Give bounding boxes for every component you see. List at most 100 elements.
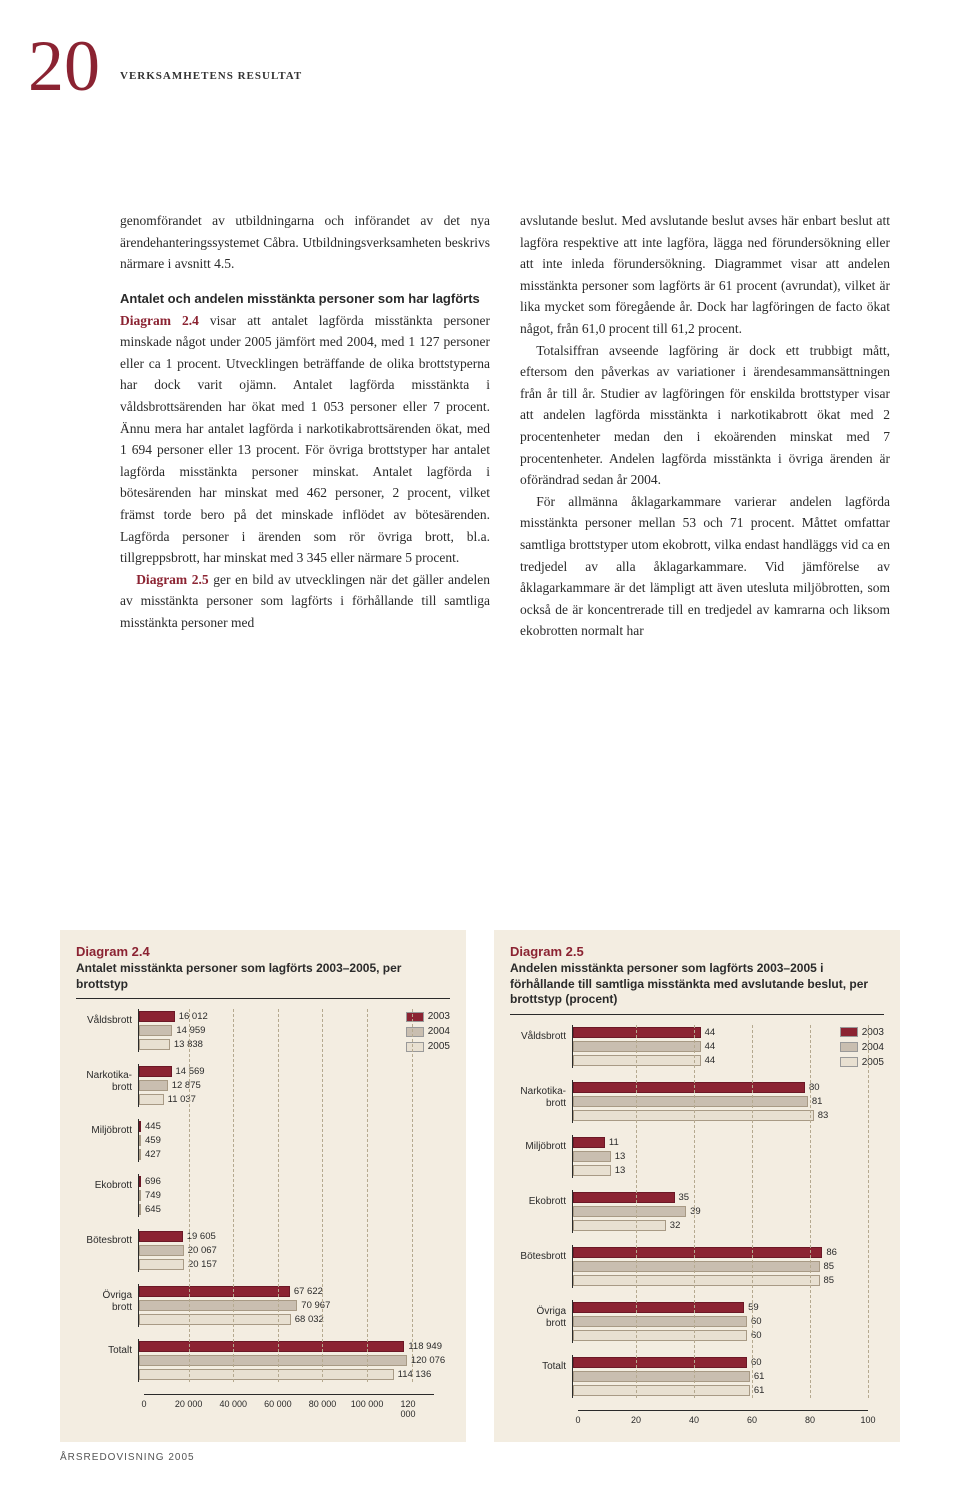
bar: [573, 1206, 686, 1217]
bar-row: 459: [139, 1134, 450, 1147]
bar-row: 44: [573, 1026, 884, 1039]
bars-container: Våldsbrott16 01214 95913 838Narkotika-br…: [76, 1009, 450, 1382]
bar-row: 14 959: [139, 1024, 450, 1037]
bar-value: 14 569: [176, 1066, 205, 1077]
category-block: Miljöbrott445459427: [76, 1119, 450, 1162]
bar-value: 11: [609, 1137, 619, 1148]
category-label: Bötesbrott: [76, 1229, 138, 1272]
bar: [139, 1011, 175, 1022]
bar-row: 80: [573, 1081, 884, 1094]
x-tick-label: 80: [805, 1415, 815, 1425]
bar: [139, 1231, 183, 1242]
bars-column: 111313: [572, 1135, 884, 1178]
bar-value: 86: [826, 1247, 837, 1258]
bar-value: 13: [615, 1165, 626, 1176]
category-block: Övrigabrott596060: [510, 1300, 884, 1343]
bar-value: 120 076: [411, 1355, 445, 1366]
bar-row: 85: [573, 1274, 884, 1287]
bar-value: 118 949: [408, 1341, 442, 1352]
bar: [139, 1259, 184, 1270]
bar-value: 60: [751, 1330, 762, 1341]
bar: [573, 1055, 701, 1066]
x-tick-label: 40: [689, 1415, 699, 1425]
bar-value: 19 605: [187, 1231, 216, 1242]
bar-value: 39: [690, 1206, 701, 1217]
bar-value: 11 037: [168, 1094, 196, 1105]
para: Diagram 2.4 visar att antalet lagförda m…: [120, 310, 490, 569]
x-tick-label: 20 000: [175, 1399, 203, 1409]
category-label: Narkotika-brott: [76, 1064, 138, 1107]
bar: [573, 1220, 666, 1231]
bar: [139, 1190, 141, 1201]
bar-row: 696: [139, 1175, 450, 1188]
bar: [139, 1300, 297, 1311]
bar: [573, 1302, 744, 1313]
bar-value: 44: [705, 1041, 716, 1052]
bar-row: 20 067: [139, 1244, 450, 1257]
bar-value: 85: [824, 1275, 835, 1286]
bar: [139, 1245, 184, 1256]
charts-row: Diagram 2.4Antalet misstänkta personer s…: [60, 930, 900, 1442]
bar: [139, 1355, 407, 1366]
x-tick-label: 80 000: [309, 1399, 337, 1409]
bar-row: 61: [573, 1384, 884, 1397]
bar-value: 696: [145, 1176, 161, 1187]
subheading: Antalet och andelen misstänkta personer …: [120, 289, 490, 310]
bars-column: 444444: [572, 1025, 884, 1068]
bars-column: 16 01214 95913 838: [138, 1009, 450, 1052]
bar-value: 67 622: [294, 1286, 323, 1297]
footer: ÅRSREDOVISNING 2005: [60, 1452, 195, 1463]
bars-column: 808183: [572, 1080, 884, 1123]
bar-row: 749: [139, 1189, 450, 1202]
category-label: Övrigabrott: [76, 1284, 138, 1327]
diagram-ref: Diagram 2.4: [120, 313, 199, 328]
chart-subtitle: Antalet misstänkta personer som lagförts…: [76, 961, 450, 992]
bars-container: Våldsbrott444444Narkotika-brott808183Mil…: [510, 1025, 884, 1398]
category-block: Våldsbrott16 01214 95913 838: [76, 1009, 450, 1052]
para-text: visar att antalet lagförda misstänkta pe…: [120, 313, 490, 566]
chart-title: Diagram 2.5: [510, 944, 884, 959]
bar-row: 12 875: [139, 1079, 450, 1092]
bar: [573, 1027, 701, 1038]
bar-row: 70 967: [139, 1299, 450, 1312]
bar: [139, 1204, 141, 1215]
bar-value: 749: [145, 1190, 161, 1201]
bar: [573, 1110, 814, 1121]
para: För allmänna åklagarkammare varierar and…: [520, 491, 890, 642]
category-label: Ekobrott: [510, 1190, 572, 1233]
x-tick-label: 20: [631, 1415, 641, 1425]
bar-value: 44: [705, 1027, 716, 1038]
bar: [573, 1371, 750, 1382]
category-label: Ekobrott: [76, 1174, 138, 1217]
bar-row: 60: [573, 1329, 884, 1342]
bars-column: 868585: [572, 1245, 884, 1288]
category-block: Ekobrott353932: [510, 1190, 884, 1233]
bar-value: 114 136: [398, 1369, 432, 1380]
bar-value: 70 967: [301, 1300, 330, 1311]
bar-value: 13 838: [174, 1039, 203, 1050]
chart-divider: [76, 998, 450, 999]
bar-row: 83: [573, 1109, 884, 1122]
category-block: Våldsbrott444444: [510, 1025, 884, 1068]
bar: [139, 1025, 172, 1036]
x-tick-label: 60: [747, 1415, 757, 1425]
category-block: Totalt606161: [510, 1355, 884, 1398]
bar-value: 14 959: [176, 1025, 205, 1036]
bar-row: 11 037: [139, 1093, 450, 1106]
section-header: VERKSAMHETENS RESULTAT: [120, 70, 302, 82]
bar-value: 61: [754, 1385, 765, 1396]
category-label: Totalt: [76, 1339, 138, 1382]
category-block: Narkotika-brott808183: [510, 1080, 884, 1123]
bar-row: 44: [573, 1040, 884, 1053]
chart-area: 200320042005Våldsbrott444444Narkotika-br…: [510, 1025, 884, 1426]
bar: [139, 1341, 404, 1352]
bar-row: 61: [573, 1370, 884, 1383]
chart-24: Diagram 2.4Antalet misstänkta personer s…: [60, 930, 466, 1442]
bar: [573, 1041, 701, 1052]
bar: [573, 1165, 611, 1176]
column-left: genomförandet av utbildningarna och infö…: [120, 210, 490, 642]
bar-row: 86: [573, 1246, 884, 1259]
bar: [139, 1176, 141, 1187]
chart-25: Diagram 2.5Andelen misstänkta personer s…: [494, 930, 900, 1442]
bar-row: 14 569: [139, 1065, 450, 1078]
